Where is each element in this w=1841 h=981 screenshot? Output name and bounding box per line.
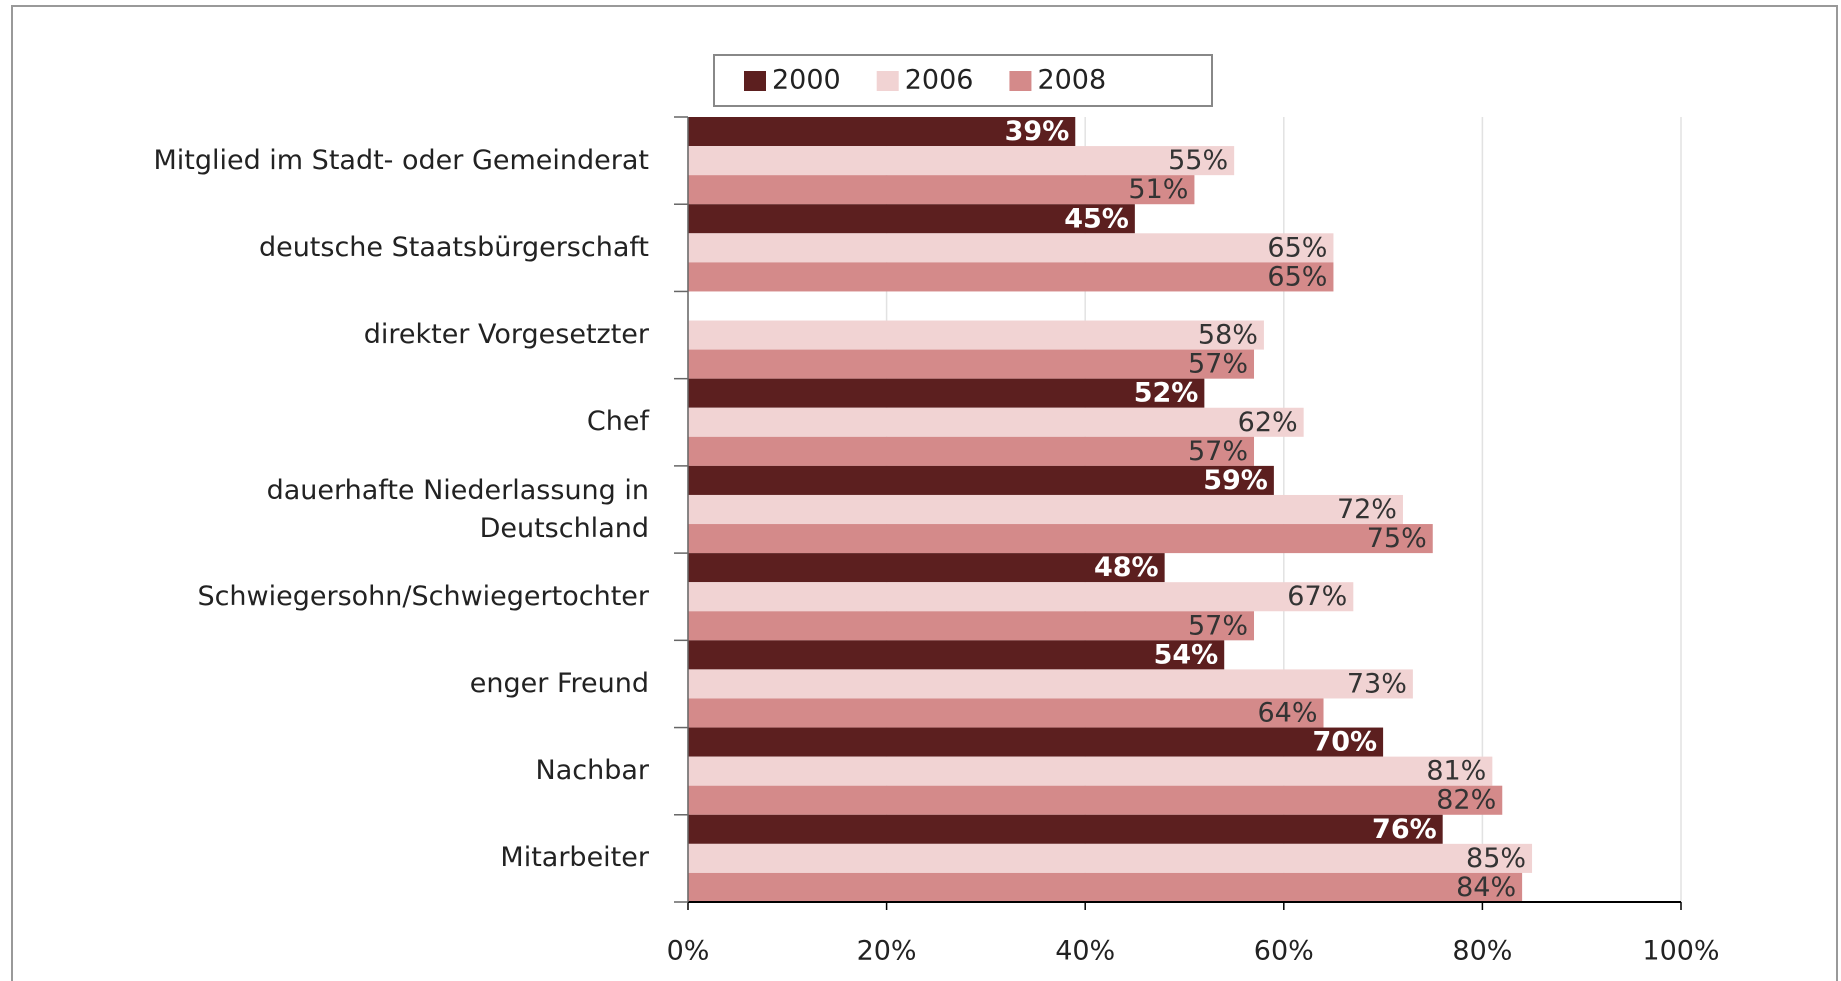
category-label: Chef [586, 406, 649, 438]
bar [688, 669, 1413, 699]
value-label: 81% [1426, 756, 1486, 787]
value-label: 70% [1312, 727, 1377, 758]
bar [688, 436, 1255, 466]
value-label: 54% [1154, 639, 1219, 670]
category-label: Nachbar [535, 755, 649, 787]
bar [688, 494, 1403, 525]
bar [688, 611, 1255, 641]
value-label: 67% [1287, 581, 1347, 612]
bar [688, 465, 1274, 495]
value-label: 57% [1188, 610, 1248, 641]
category-label: enger Freund [469, 667, 649, 699]
value-label: 62% [1238, 407, 1298, 438]
value-label: 65% [1267, 261, 1327, 292]
bar [688, 262, 1334, 292]
x-tick-label: 100% [1642, 936, 1719, 967]
bar [688, 524, 1433, 554]
bar [688, 320, 1264, 350]
value-label: 48% [1094, 552, 1159, 583]
frame [11, 5, 1838, 981]
legend-label: 2006 [905, 65, 974, 96]
category-label: direkter Vorgesetzter [363, 319, 649, 351]
bar [688, 204, 1135, 234]
value-label: 85% [1466, 843, 1526, 874]
value-label: 39% [1005, 116, 1070, 147]
bar [688, 233, 1334, 263]
bar [688, 785, 1503, 815]
value-label: 51% [1128, 174, 1188, 205]
bar [688, 407, 1304, 437]
bar [688, 640, 1225, 670]
value-label: 73% [1347, 668, 1407, 699]
x-tick-label: 0% [667, 936, 710, 967]
bar [688, 814, 1443, 844]
legend-swatch [744, 71, 766, 91]
value-label: 58% [1198, 320, 1258, 351]
bar [688, 698, 1324, 728]
value-label: 65% [1267, 232, 1327, 263]
value-label: 59% [1203, 465, 1268, 496]
bar [688, 349, 1255, 379]
bar [688, 175, 1195, 205]
bar [688, 146, 1235, 176]
x-tick-label: 20% [857, 936, 917, 967]
bar [688, 582, 1354, 612]
x-tick-label: 40% [1055, 936, 1115, 967]
legend-label: 2008 [1037, 65, 1106, 96]
value-label: 72% [1337, 494, 1397, 525]
category-label: Mitarbeiter [500, 842, 649, 874]
value-label: 57% [1188, 436, 1248, 467]
value-label: 57% [1188, 349, 1248, 380]
value-label: 52% [1134, 378, 1199, 409]
x-tick-label: 80% [1452, 936, 1512, 967]
category-label: deutsche Staatsbürgerschaft [258, 231, 649, 263]
legend-swatch [876, 71, 899, 91]
legend-swatch [1009, 71, 1032, 91]
x-tick-label: 60% [1254, 936, 1314, 967]
legend-box [713, 54, 1213, 107]
category-label: Mitglied im Stadt- oder Gemeinderat [153, 144, 649, 176]
category-label: dauerhafte Niederlassung in Deutschland [266, 474, 649, 544]
value-label: 55% [1168, 145, 1228, 176]
value-label: 76% [1372, 814, 1437, 845]
bar [688, 843, 1533, 873]
value-label: 82% [1436, 785, 1496, 816]
bar [688, 727, 1384, 757]
bar [688, 378, 1205, 408]
bar [688, 553, 1165, 583]
value-label: 84% [1456, 872, 1516, 903]
category-label: Schwiegersohn/Schwiegertochter [197, 580, 649, 612]
bar [688, 756, 1493, 786]
value-label: 45% [1064, 203, 1129, 234]
bar [688, 872, 1523, 902]
value-label: 75% [1367, 523, 1427, 554]
value-label: 64% [1258, 698, 1318, 729]
bar [688, 117, 1076, 147]
legend-label: 2000 [772, 65, 841, 96]
